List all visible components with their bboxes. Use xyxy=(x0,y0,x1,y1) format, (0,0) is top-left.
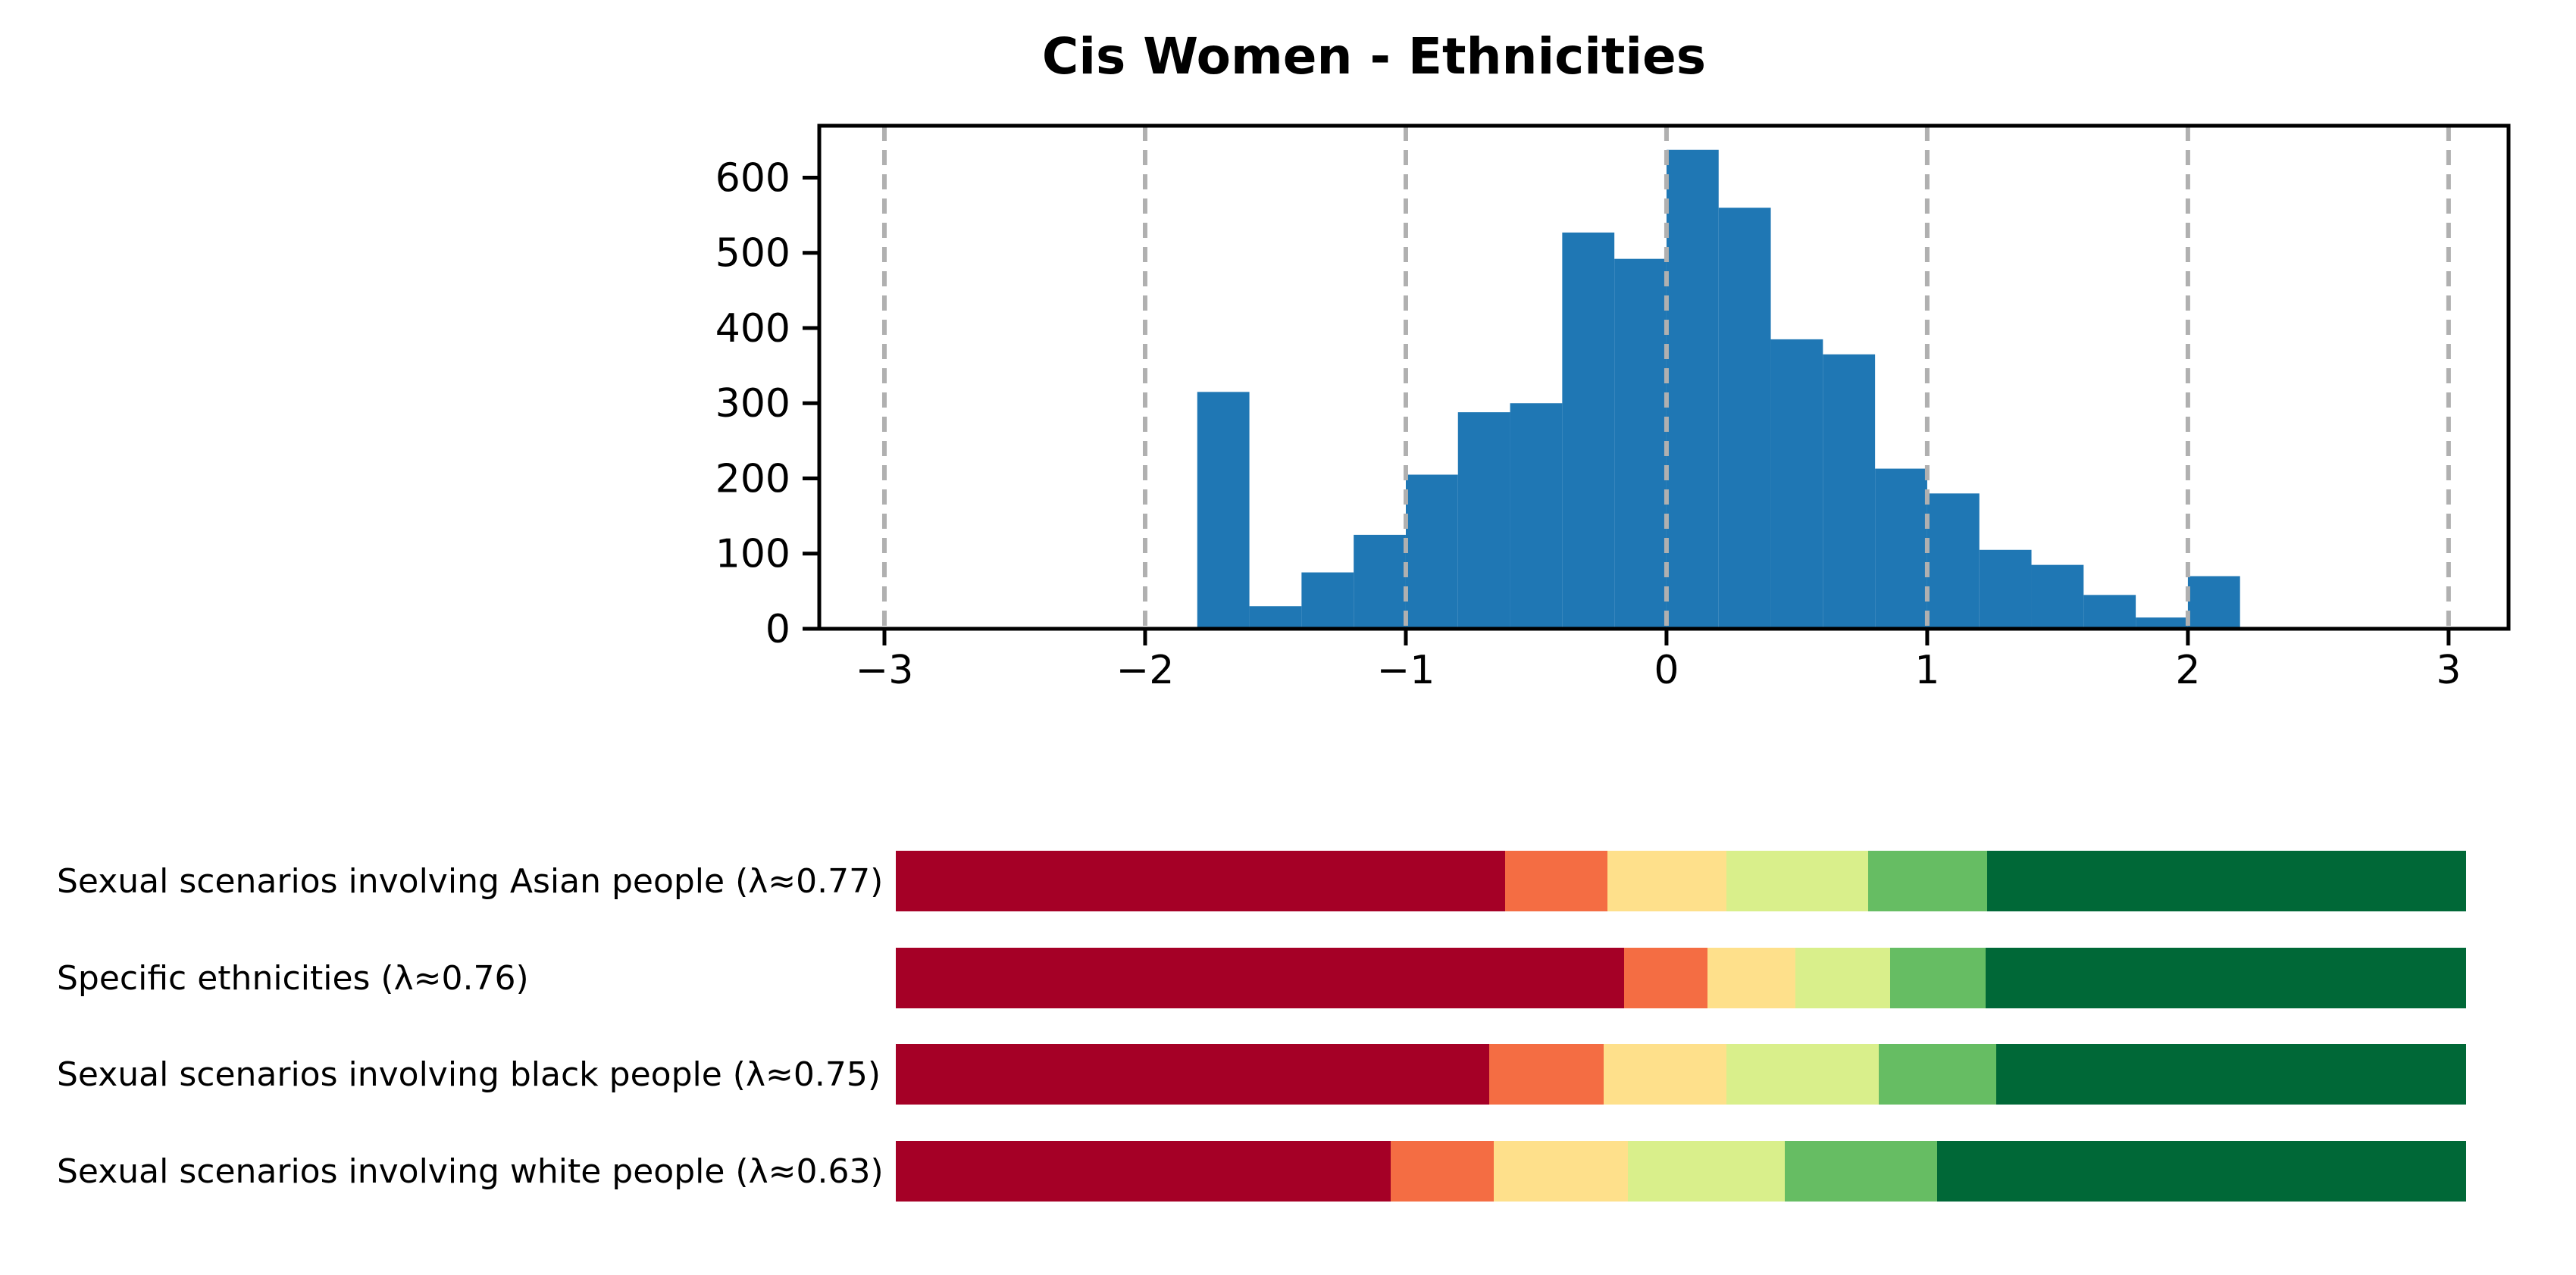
bar-segment-yellow-green xyxy=(1627,1141,1785,1202)
histogram-bar xyxy=(1562,232,1615,629)
x-tick-label: −2 xyxy=(1116,648,1175,693)
histogram-bar xyxy=(1823,354,1876,629)
bar-segment-dark-red xyxy=(896,1044,1490,1105)
bar-segment-green xyxy=(1889,948,1986,1008)
bar-row-label: Sexual scenarios involving black people … xyxy=(57,1055,881,1094)
bar-segment-dark-green xyxy=(1996,1044,2466,1105)
plot-border xyxy=(817,123,2511,631)
x-tick-label: 0 xyxy=(1654,648,1679,693)
bar-segment-orange xyxy=(1624,948,1708,1008)
histogram-bar xyxy=(1354,534,1406,629)
y-tick-label: 500 xyxy=(715,231,790,277)
chart-title: Cis Women - Ethnicities xyxy=(1041,27,1707,86)
y-tick-label: 200 xyxy=(715,456,790,502)
bar-segment-orange xyxy=(1504,851,1607,911)
histogram: −3 −2 −1 0 1 2 3 0 100 200 300 400 500 600 xyxy=(715,123,2511,693)
y-tick-label: 300 xyxy=(715,381,790,427)
bar-segment-dark-red xyxy=(896,851,1505,911)
y-tick-label: 0 xyxy=(765,607,790,652)
bar-row xyxy=(896,1044,2466,1105)
histogram-bar xyxy=(1405,474,1458,629)
histogram-bar xyxy=(1979,549,2032,629)
histogram-bar xyxy=(1301,572,1354,629)
y-tick-label: 400 xyxy=(715,306,790,352)
histogram-bar xyxy=(1770,339,1823,629)
bar-segment-dark-green xyxy=(1936,1141,2467,1202)
y-tick-label: 100 xyxy=(715,532,790,577)
histogram-bar xyxy=(1197,392,1250,629)
bar-segment-dark-green xyxy=(1987,851,2466,911)
histogram-bar xyxy=(2083,595,2136,629)
bar-row-label: Sexual scenarios involving Asian people … xyxy=(57,861,884,901)
bar-segment-orange xyxy=(1489,1044,1604,1105)
bar-segment-dark-red xyxy=(896,948,1625,1008)
histogram-bar xyxy=(1510,403,1563,629)
bar-segment-dark-green xyxy=(1985,948,2466,1008)
x-tick-label: −3 xyxy=(856,648,914,693)
bar-row-label: Sexual scenarios involving white people … xyxy=(57,1152,884,1191)
bar-segment-yellow-green xyxy=(1726,1044,1880,1105)
histogram-bar xyxy=(2031,564,2084,629)
histogram-bar xyxy=(1666,149,1719,629)
bar-segment-green xyxy=(1879,1044,1997,1105)
histogram-bar xyxy=(1249,606,1302,629)
bar-row xyxy=(896,948,2466,1008)
bar-segment-green xyxy=(1867,851,1988,911)
bar-segment-yellow xyxy=(1604,1044,1727,1105)
bar-row xyxy=(896,1141,2467,1202)
bar-segment-dark-red xyxy=(896,1141,1391,1202)
bar-segment-green xyxy=(1784,1141,1937,1202)
bar-segment-yellow xyxy=(1494,1141,1628,1202)
histogram-bar xyxy=(2136,617,2188,629)
bar-segment-orange xyxy=(1390,1141,1495,1202)
bar-segment-yellow xyxy=(1607,851,1727,911)
x-tick-label: 3 xyxy=(2436,648,2461,693)
bar-segment-yellow-green xyxy=(1726,851,1868,911)
x-tick-label: −1 xyxy=(1377,648,1435,693)
bar-row xyxy=(896,851,2466,911)
x-tick-label: 2 xyxy=(2175,648,2200,693)
histogram-bar xyxy=(1718,208,1771,629)
y-tick-label: 600 xyxy=(715,155,790,201)
x-tick-label: 1 xyxy=(1914,648,1939,693)
bar-row-label: Specific ethnicities (λ≈0.76) xyxy=(57,958,529,998)
bar-segment-yellow xyxy=(1707,948,1796,1008)
bar-segment-yellow-green xyxy=(1795,948,1890,1008)
histogram-bar xyxy=(1457,412,1510,629)
histogram-bar xyxy=(1927,493,1980,629)
histogram-bar xyxy=(1614,258,1667,629)
histogram-bar xyxy=(2187,576,2240,629)
histogram-bar xyxy=(1875,468,1927,629)
